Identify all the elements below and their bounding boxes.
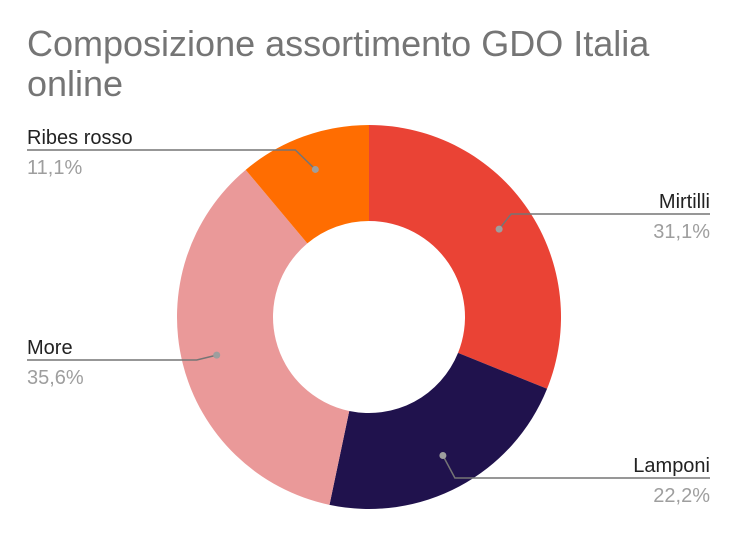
slice-more — [176, 169, 350, 505]
label-name-ribes-rosso: Ribes rosso — [27, 127, 133, 149]
slice-ribes-rosso — [245, 125, 369, 244]
leader-dot-mirtilli — [495, 225, 503, 233]
slice-lamponi — [329, 352, 548, 509]
chart-title: Composizione assortimento GDO Italia onl… — [27, 23, 650, 104]
leader-dot-more — [213, 351, 221, 359]
slice-mirtilli — [369, 125, 562, 389]
leader-line-more — [27, 354, 217, 361]
label-percent-more: 35,6% — [27, 367, 84, 389]
leader-dot-ribes-rosso — [311, 165, 319, 173]
leader-dot-lamponi — [439, 452, 447, 460]
leader-line-lamponi — [442, 455, 710, 479]
leader-line-ribes-rosso — [27, 149, 316, 170]
label-percent-mirtilli: 31,1% — [653, 221, 710, 243]
leader-line-mirtilli — [498, 213, 710, 230]
label-percent-ribes-rosso: 11,1% — [27, 157, 82, 179]
labels-group: Mirtilli 31,1% Lamponi 22,2% More 35,6% Ribes … — [27, 127, 710, 507]
label-name-mirtilli: Mirtilli — [659, 191, 710, 213]
label-name-more: More — [27, 337, 73, 359]
label-name-lamponi: Lamponi — [633, 455, 710, 477]
label-percent-lamponi: 22,2% — [653, 485, 710, 507]
slices-group — [176, 125, 562, 509]
